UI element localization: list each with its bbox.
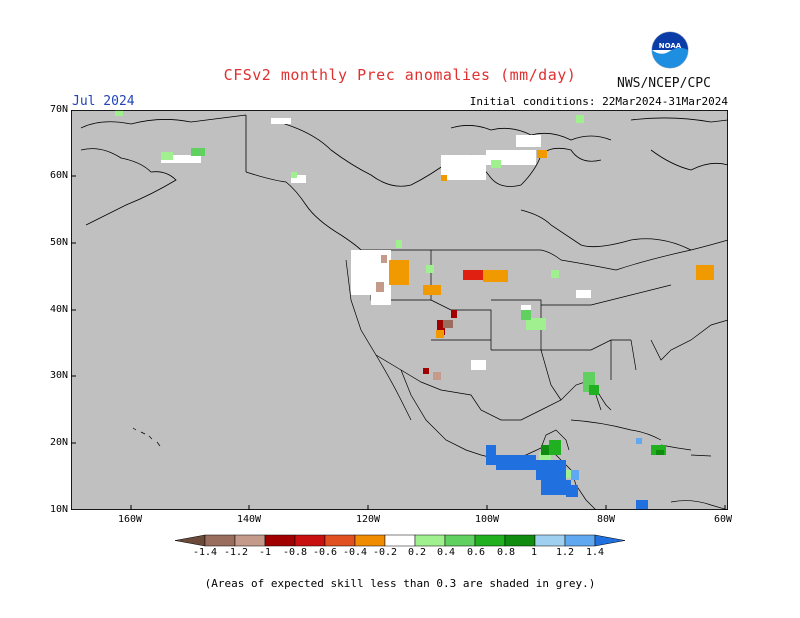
colorbar-cell xyxy=(564,534,596,547)
lat-label-20n: 20N xyxy=(50,437,69,448)
colorbar-label: -1 xyxy=(259,547,272,558)
colorbar-cell xyxy=(354,534,386,547)
lat-label-10n: 10N xyxy=(50,504,69,515)
lat-label-30n: 30N xyxy=(50,370,69,381)
colorbar-label: -1.2 xyxy=(224,547,249,558)
chart-title: CFSv2 monthly Prec anomalies (mm/day) xyxy=(223,66,577,84)
colorbar-label: -1.4 xyxy=(193,547,218,558)
colorbar-cell xyxy=(204,534,236,547)
lat-label-60n: 60N xyxy=(50,170,69,181)
colorbar-label: -0.8 xyxy=(283,547,308,558)
colorbar-label: 0.2 xyxy=(408,547,427,558)
colorbar-cell xyxy=(504,534,536,547)
lon-label-120w: 120W xyxy=(356,514,381,525)
lon-label-60w: 60W xyxy=(714,514,733,525)
colorbar-cell xyxy=(414,534,446,547)
colorbar xyxy=(174,534,626,547)
colorbar-cell xyxy=(444,534,476,547)
colorbar-cell xyxy=(384,534,416,547)
colorbar-label: 0.4 xyxy=(437,547,456,558)
colorbar-label: 1 xyxy=(531,547,538,558)
colorbar-arrow-right xyxy=(594,534,626,547)
lon-label-80w: 80W xyxy=(597,514,616,525)
lat-label-40n: 40N xyxy=(50,304,69,315)
anomaly-cells xyxy=(115,110,714,510)
colorbar-label: 1.4 xyxy=(586,547,605,558)
svg-text:NOAA: NOAA xyxy=(659,42,682,50)
colorbar-cell xyxy=(234,534,266,547)
colorbar-cell xyxy=(264,534,296,547)
colorbar-label: 0.6 xyxy=(467,547,486,558)
initial-conditions: Initial conditions: 22Mar2024-31Mar2024 xyxy=(469,95,728,108)
target-month: Jul 2024 xyxy=(72,94,135,109)
lat-label-70n: 70N xyxy=(50,104,69,115)
colorbar-label: 0.8 xyxy=(497,547,516,558)
colorbar-cell xyxy=(474,534,506,547)
lon-label-160w: 160W xyxy=(118,514,143,525)
colorbar-cell xyxy=(534,534,566,547)
colorbar-label: 1.2 xyxy=(556,547,575,558)
anomaly-map xyxy=(71,110,728,510)
noaa-logo: NOAA xyxy=(651,31,689,69)
colorbar-cell xyxy=(324,534,356,547)
lon-label-140w: 140W xyxy=(237,514,262,525)
colorbar-label: -0.6 xyxy=(313,547,338,558)
colorbar-label: -0.2 xyxy=(373,547,398,558)
agency-label: NWS/NCEP/CPC xyxy=(617,76,711,91)
lat-label-50n: 50N xyxy=(50,237,69,248)
skill-note: (Areas of expected skill less than 0.3 a… xyxy=(204,577,596,590)
lon-label-100w: 100W xyxy=(475,514,500,525)
colorbar-label: -0.4 xyxy=(343,547,368,558)
colorbar-arrow-left xyxy=(174,534,206,547)
colorbar-cell xyxy=(294,534,326,547)
